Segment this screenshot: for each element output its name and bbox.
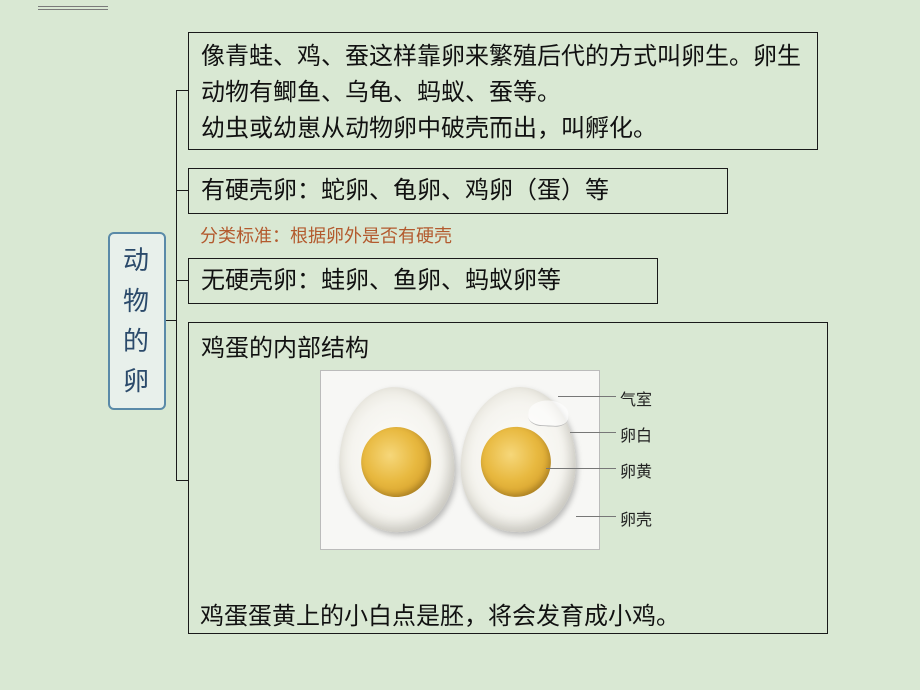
bracket-arm <box>176 90 188 91</box>
definition-text: 像青蛙、鸡、蚕这样靠卵来繁殖后代的方式叫卵生。卵生动物有鲫鱼、乌龟、蚂蚁、蚕等。… <box>201 43 801 142</box>
lead-line <box>546 468 616 469</box>
egg-diagram <box>320 370 600 550</box>
label-air: 气室 <box>620 386 652 410</box>
egg-structure-title: 鸡蛋的内部结构 <box>201 331 817 367</box>
definition-box: 像青蛙、鸡、蚕这样靠卵来繁殖后代的方式叫卵生。卵生动物有鲫鱼、乌龟、蚂蚁、蚕等。… <box>188 32 818 150</box>
title-char: 的 <box>123 321 151 361</box>
yolk-icon <box>479 425 553 499</box>
title-char: 物 <box>123 281 151 321</box>
egg-half-right <box>457 384 579 535</box>
bracket-vertical <box>176 90 177 480</box>
egg-half-left <box>334 383 459 536</box>
soft-shell-box: 无硬壳卵：蛙卵、鱼卵、蚂蚁卵等 <box>188 258 658 304</box>
title-char: 动 <box>123 240 151 280</box>
lead-line <box>570 432 616 433</box>
egg-structure-footer: 鸡蛋蛋黄上的小白点是胚，将会发育成小鸡。 <box>200 596 680 631</box>
topic-title-box: 动 物 的 卵 <box>108 232 166 410</box>
label-shell: 卵壳 <box>620 506 652 530</box>
label-yolk: 卵黄 <box>620 458 652 482</box>
lead-line <box>558 396 616 397</box>
bracket-arm <box>176 480 188 481</box>
bracket-arm <box>176 190 188 191</box>
hard-shell-box: 有硬壳卵：蛇卵、龟卵、鸡卵（蛋）等 <box>188 168 728 214</box>
lead-line <box>576 516 616 517</box>
yolk-icon <box>359 425 434 500</box>
bracket-arm <box>176 280 188 281</box>
classification-note: 分类标准：根据卵外是否有硬壳 <box>200 222 452 248</box>
title-char: 卵 <box>123 361 151 401</box>
corner-mark <box>38 6 108 10</box>
label-white: 卵白 <box>620 422 652 446</box>
airgap-icon <box>528 399 569 427</box>
bracket-root <box>166 320 176 321</box>
soft-shell-text: 无硬壳卵：蛙卵、鱼卵、蚂蚁卵等 <box>201 267 561 294</box>
hard-shell-text: 有硬壳卵：蛇卵、龟卵、鸡卵（蛋）等 <box>201 177 609 204</box>
